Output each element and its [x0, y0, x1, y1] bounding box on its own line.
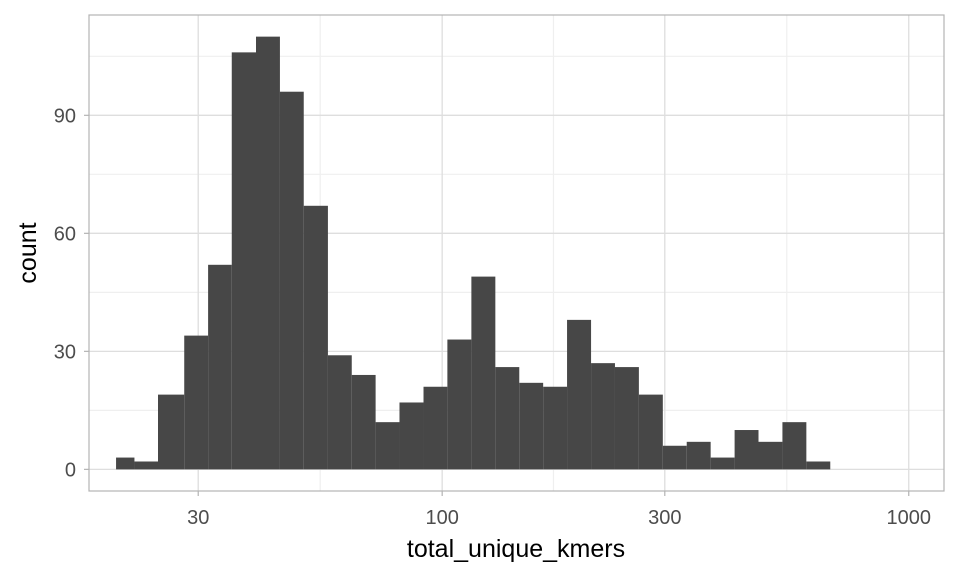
- y-tick-label: 90: [54, 105, 76, 127]
- x-axis-tick-labels: 30 100 300 1000: [187, 507, 931, 529]
- histogram-bar: [519, 382, 544, 470]
- histogram-bar: [423, 386, 448, 470]
- histogram-bar: [662, 445, 687, 470]
- y-tick-label: 30: [54, 341, 76, 363]
- histogram-bar: [399, 402, 424, 470]
- y-axis-tick-labels: 0 30 60 90: [54, 105, 76, 481]
- histogram-bar: [231, 52, 257, 470]
- axis-ticks: [84, 114, 910, 496]
- histogram-bar: [134, 461, 159, 470]
- histogram-bar: [279, 91, 304, 470]
- y-tick-label: 0: [65, 459, 76, 481]
- x-tick-label: 300: [648, 507, 681, 529]
- histogram-bar: [495, 367, 520, 470]
- x-tick-label: 30: [187, 507, 209, 529]
- y-axis-title: count: [14, 222, 42, 283]
- histogram-bar: [158, 394, 185, 470]
- histogram-bar: [208, 264, 232, 470]
- histogram-bar: [686, 441, 711, 470]
- histogram-bar: [758, 441, 783, 470]
- histogram-bar: [256, 36, 280, 470]
- histogram-bar: [710, 457, 735, 470]
- histogram-bar: [351, 374, 376, 470]
- histogram-bar: [303, 205, 328, 470]
- histogram-bar: [375, 422, 400, 470]
- histogram-bars: [116, 36, 831, 470]
- histogram-bar: [447, 339, 472, 470]
- histogram-bar: [567, 319, 592, 470]
- y-tick-label: 60: [54, 223, 76, 245]
- histogram-bar: [591, 363, 615, 470]
- histogram-bar: [327, 355, 352, 470]
- histogram-bar: [184, 335, 209, 470]
- histogram-bar: [116, 457, 135, 470]
- x-axis-title: total_unique_kmers: [407, 535, 625, 563]
- histogram-bar: [806, 461, 831, 470]
- histogram-bar: [614, 367, 639, 470]
- histogram-bar: [734, 430, 759, 470]
- histogram-bar: [782, 422, 807, 470]
- histogram-bar: [638, 394, 663, 470]
- histogram-bar: [543, 386, 568, 470]
- x-tick-label: 100: [425, 507, 458, 529]
- panel-border: [88, 14, 945, 492]
- histogram-bar: [471, 276, 496, 470]
- x-tick-label: 1000: [887, 507, 932, 529]
